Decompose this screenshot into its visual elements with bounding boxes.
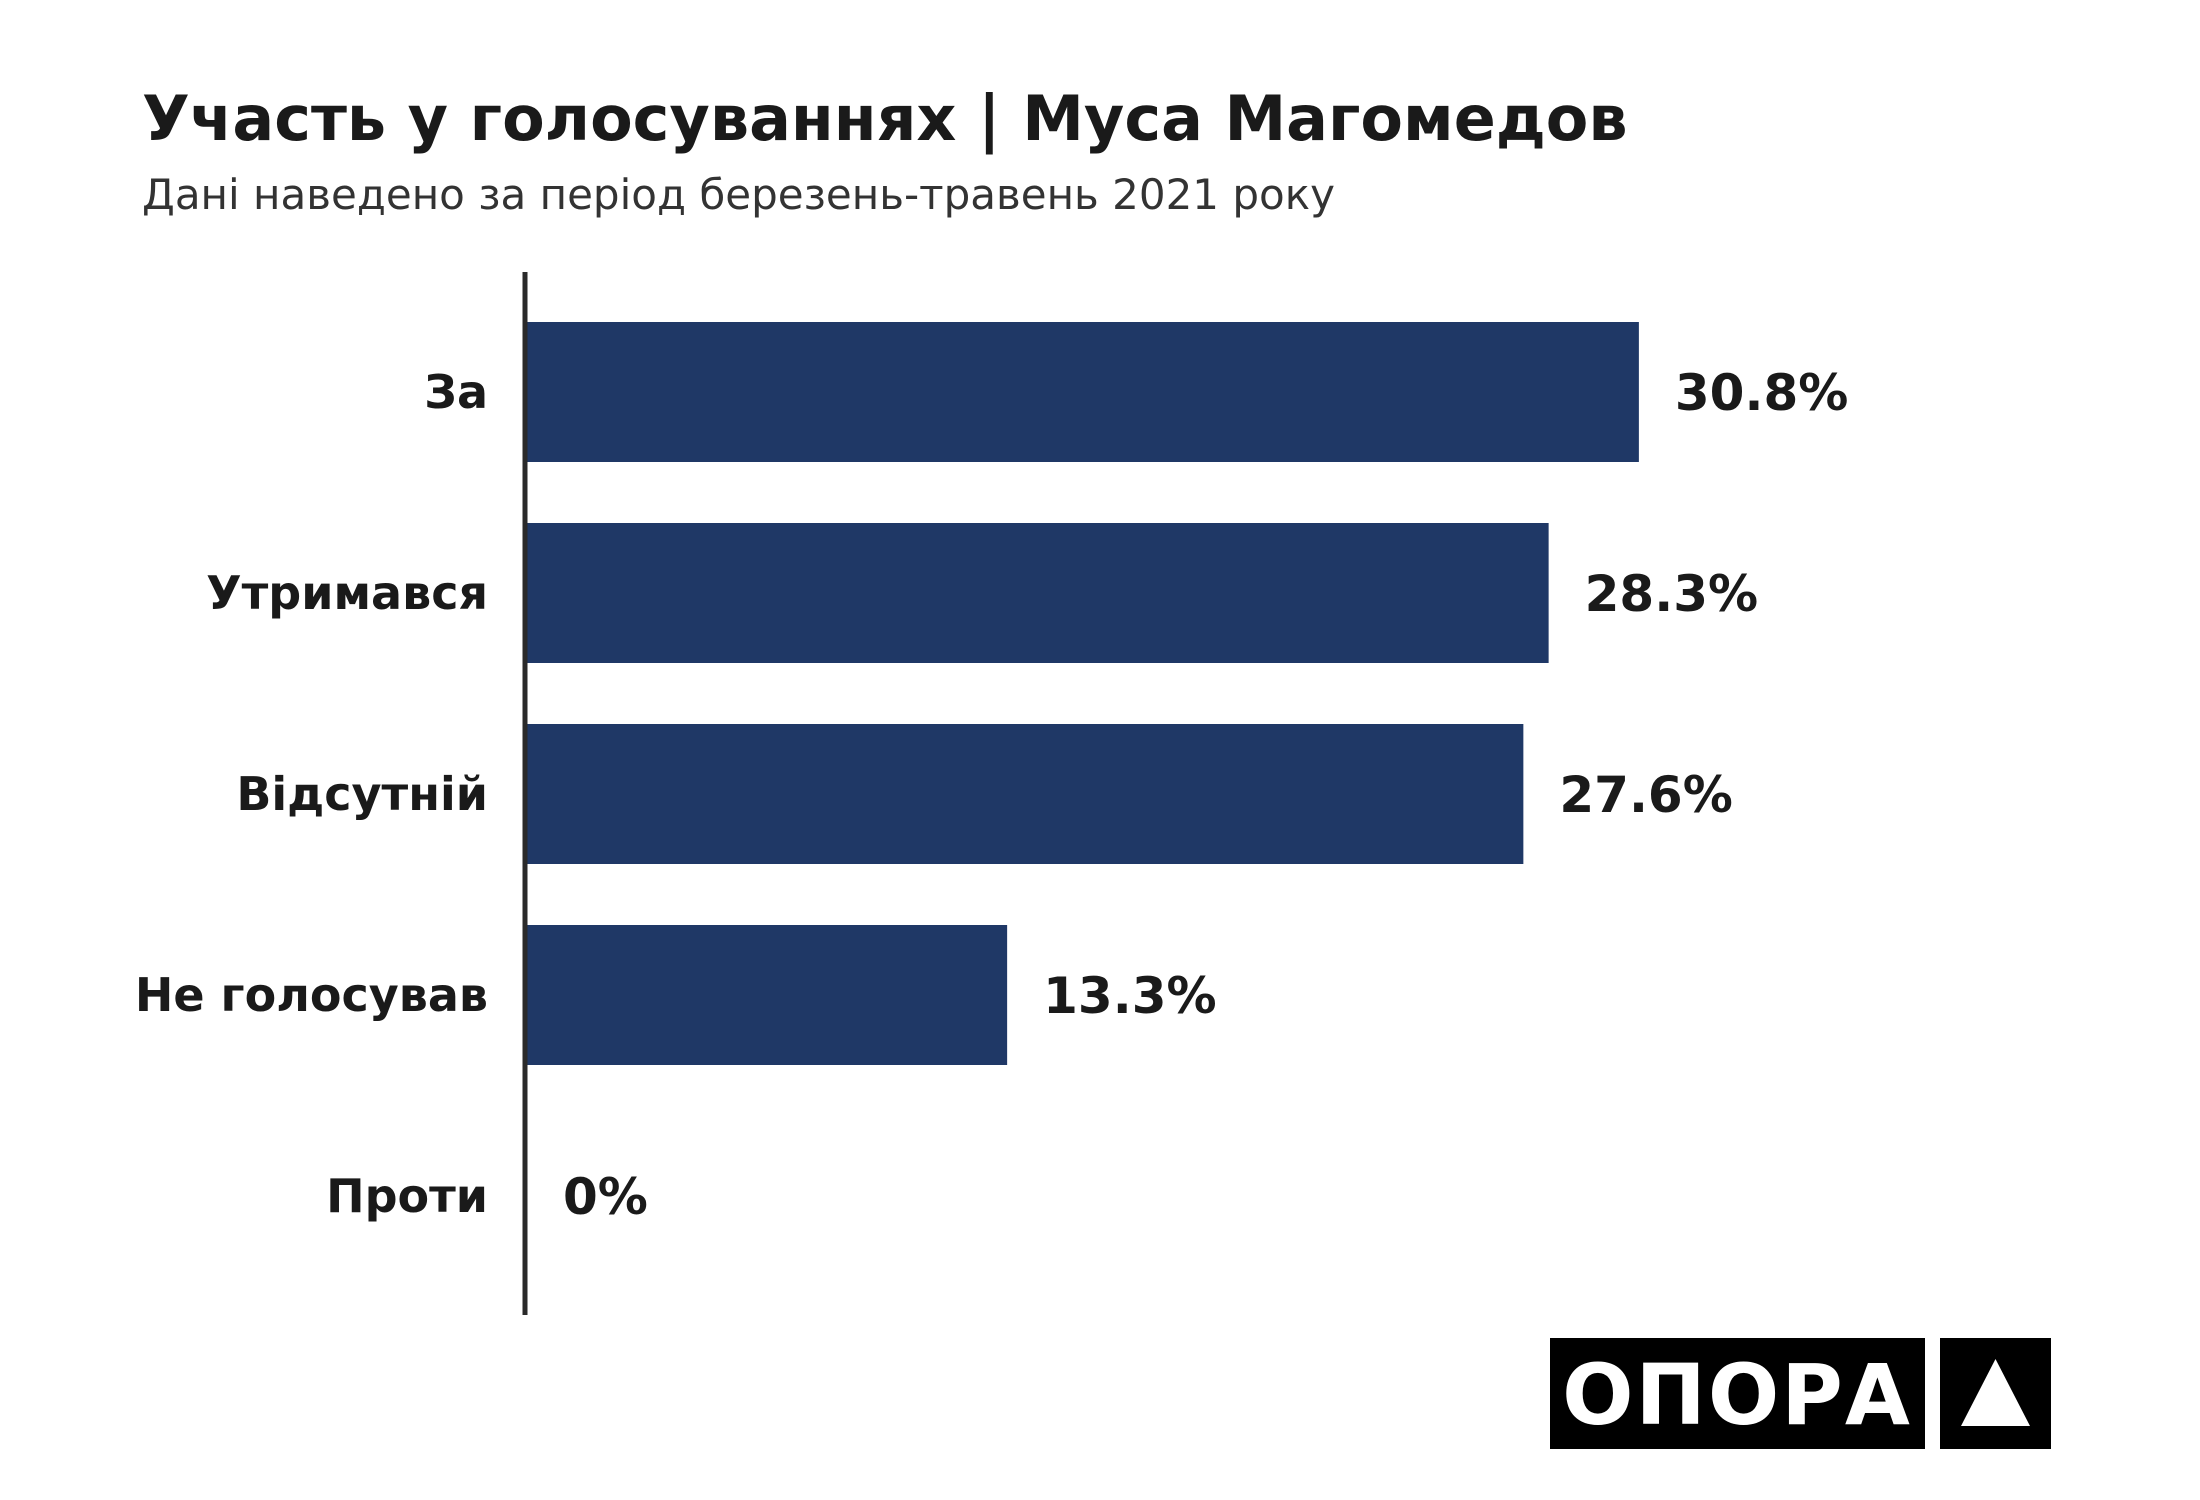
value-label: 0% (563, 1168, 648, 1226)
value-label: 28.3% (1585, 565, 1758, 623)
logo-text: ОПОРА (1562, 1346, 1912, 1444)
bar-0 (527, 322, 1639, 462)
value-label: 13.3% (1043, 967, 1216, 1025)
bar-2 (527, 724, 1524, 864)
labels-group: За 30.8% Утримався 28.3% Відсутній 27.6% Не го… (135, 364, 1849, 1226)
bar-3 (527, 925, 1008, 1065)
category-label: За (424, 365, 488, 419)
category-label: Не голосував (135, 968, 488, 1022)
value-label: 30.8% (1675, 364, 1848, 422)
bars-group (527, 322, 1639, 1065)
chart-title: Участь у голосуваннях | Муса Магомедов (142, 82, 1628, 155)
triangle-icon (1961, 1359, 2030, 1426)
category-label: Відсутній (236, 767, 488, 821)
opora-logo: ОПОРА (1550, 1338, 2051, 1449)
category-label: Проти (326, 1169, 488, 1223)
category-label: Утримався (206, 566, 488, 620)
value-label: 27.6% (1559, 766, 1732, 824)
bar-1 (527, 523, 1549, 663)
chart-subtitle: Дані наведено за період березень-травень… (142, 170, 1335, 219)
logo-text-box (1550, 1338, 1925, 1449)
